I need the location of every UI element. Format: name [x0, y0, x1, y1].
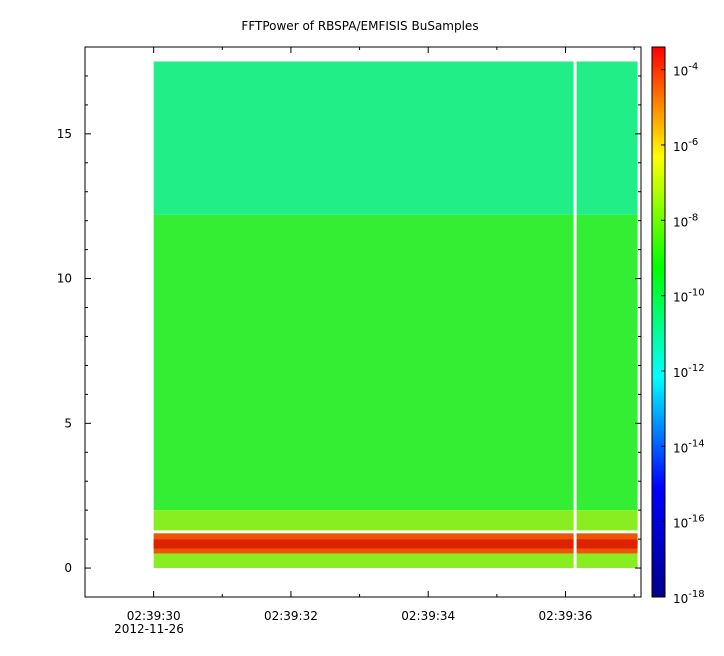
colorbar-tick-label: 10-16	[673, 514, 705, 531]
plot-area: 0 5 10 15 02:39:30 02:39:32 02:39:34 02:39:36	[57, 46, 642, 623]
colorbar: 10-4 10-6 10-8 10-10 10-12 10-14 10-16 10-18	[651, 46, 705, 606]
x-tick-label: 02:39:34	[401, 609, 455, 623]
colorbar-tick-label: 10-10	[673, 288, 705, 305]
plot-frame	[84, 46, 642, 598]
colorbar-tick-label: 10-14	[673, 438, 705, 455]
spectrogram-band-2	[153, 510, 638, 531]
x-tick-label: 02:39:30	[127, 609, 181, 623]
x-axis-date-label: 2012-11-26	[114, 622, 184, 636]
y-tick-label: 15	[57, 127, 72, 141]
x-tick-label: 02:39:32	[264, 609, 318, 623]
x-tick-label: 02:39:36	[539, 609, 593, 623]
spectrogram-band-4	[153, 553, 638, 569]
data-gap	[573, 61, 577, 569]
colorbar-gradient	[651, 46, 666, 598]
y-tick-label: 0	[64, 561, 72, 575]
colorbar-tick-label: 10-8	[673, 212, 698, 229]
spectrogram-band-1	[153, 214, 638, 511]
spectrogram-band-0	[153, 61, 638, 215]
chart-title: FFTPower of RBSPA/EMFISIS BuSamples	[241, 19, 478, 33]
colorbar-tick-label: 10-12	[673, 363, 705, 380]
y-tick-label: 10	[57, 272, 72, 286]
colorbar-tick-label: 10-6	[673, 137, 698, 154]
intense-emission-core	[153, 539, 638, 549]
colorbar-tick-label: 10-18	[673, 589, 705, 606]
colorbar-tick-label: 10-4	[673, 62, 698, 79]
y-tick-label: 5	[64, 416, 72, 430]
